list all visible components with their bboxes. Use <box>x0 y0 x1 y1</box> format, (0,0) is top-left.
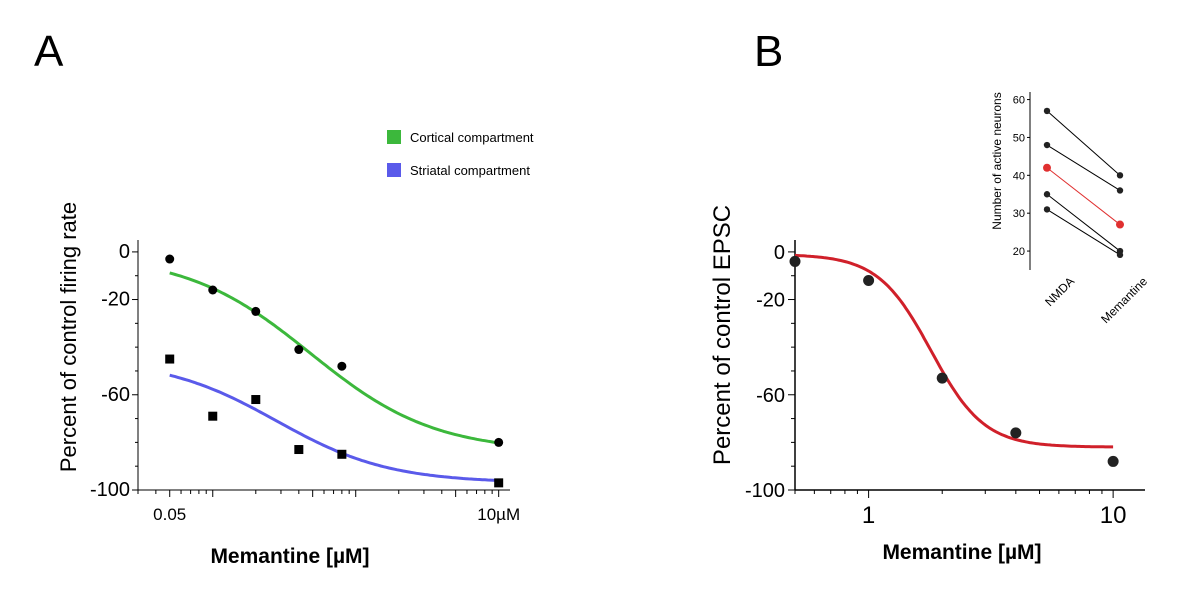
inset-x-tick-label: Memantine <box>1098 274 1150 326</box>
inset-point <box>1043 141 1051 149</box>
cortical-point <box>294 345 304 355</box>
striatal-point <box>294 445 304 455</box>
inset-point <box>1043 206 1051 213</box>
x-axis-label: Memantine [µM] <box>882 541 1041 564</box>
cortical-point <box>494 437 504 447</box>
epsc-point <box>1010 427 1022 439</box>
y-axis-label: Percent of control EPSC <box>709 205 736 465</box>
inset-point <box>1116 172 1124 179</box>
striatal-fit-curve <box>169 373 499 482</box>
inset-point <box>1116 220 1124 229</box>
inset-point <box>1116 187 1124 194</box>
y-tick-label: -100 <box>745 480 785 502</box>
striatal-point <box>208 411 218 421</box>
y-tick-label: -60 <box>101 384 130 406</box>
epsc-point <box>863 274 875 286</box>
x-tick-label: 0.05 <box>153 505 186 524</box>
epsc-point <box>789 255 801 267</box>
epsc-fit-curve <box>794 253 1114 449</box>
y-tick-label: -20 <box>101 289 130 311</box>
inset-pair-line <box>1046 167 1121 225</box>
striatal-point <box>251 395 261 405</box>
epsc-point <box>936 372 948 384</box>
inset-point <box>1043 191 1051 198</box>
cortical-point <box>251 306 261 316</box>
cortical-point <box>165 254 175 264</box>
cortical-fit-curve <box>169 271 499 445</box>
cortical-legend-label: Cortical compartment <box>410 130 534 145</box>
x-axis-label: Memantine [µM] <box>210 545 369 568</box>
striatal-legend-swatch <box>387 163 401 177</box>
y-tick-label: 0 <box>774 242 785 264</box>
y-axis-label: Percent of control firing rate <box>56 202 81 472</box>
x-tick-label: 10µM <box>477 505 520 524</box>
panel-b-letter: B <box>754 27 783 76</box>
striatal-point <box>337 449 347 459</box>
inset-x-tick-label: NMDA <box>1042 274 1077 309</box>
inset-y-tick-label: 40 <box>1013 170 1025 182</box>
striatal-point <box>165 354 175 364</box>
striatal-point <box>494 478 504 488</box>
panel-a-letter: A <box>34 27 64 76</box>
inset-pair-line <box>1046 208 1121 256</box>
chart-b: 0 -20 -60 -100 1 10 Percent of control EPSC Mem… <box>709 205 1145 564</box>
inset-y-tick-label: 20 <box>1013 246 1025 258</box>
striatal-legend-label: Striatal compartment <box>410 163 530 178</box>
x-tick-label: 1 <box>862 502 875 529</box>
inset-pair-line <box>1046 193 1121 252</box>
y-tick-label: -60 <box>756 385 785 407</box>
inset-y-axis-label: Number of active neurons <box>990 92 1004 229</box>
inset-y-tick-label: 60 <box>1013 95 1025 107</box>
inset-pair-line <box>1046 144 1121 191</box>
inset-pair-line <box>1046 110 1121 176</box>
chart-a: 0 -20 -60 -100 0.05 10µM Percent of control fi… <box>56 130 534 568</box>
inset-point <box>1043 163 1051 172</box>
cortical-point <box>337 361 347 371</box>
inset-point <box>1043 107 1051 115</box>
inset-y-tick-label: 50 <box>1013 132 1025 144</box>
y-tick-label: 0 <box>119 241 130 263</box>
inset-y-tick-label: 30 <box>1013 208 1025 220</box>
epsc-point <box>1107 455 1119 467</box>
cortical-legend-swatch <box>387 130 401 144</box>
chart-b-inset: 20 30 40 50 60 Number of active neurons NMDA Me… <box>990 92 1150 326</box>
inset-point <box>1116 251 1124 259</box>
x-tick-label: 10 <box>1100 502 1127 529</box>
y-tick-label: -20 <box>756 290 785 312</box>
y-tick-label: -100 <box>90 479 130 501</box>
cortical-point <box>208 285 218 295</box>
